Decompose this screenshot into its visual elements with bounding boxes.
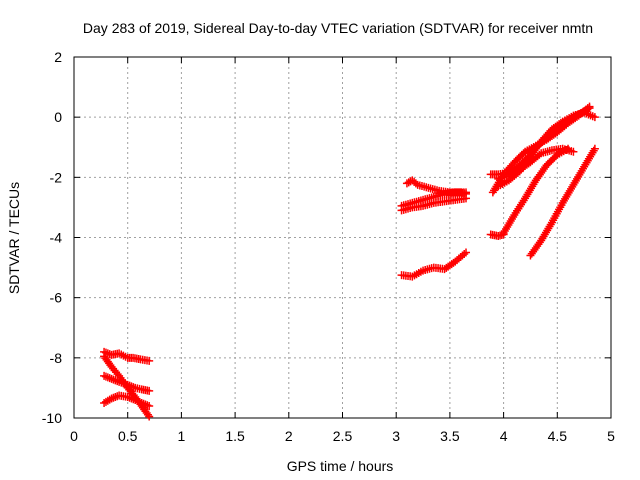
data-point (127, 382, 136, 391)
x-tick-label: 0 (70, 428, 78, 444)
data-point (105, 395, 114, 404)
data-point (125, 393, 134, 402)
tick-labels: 0 0.5 1 1.5 2 2.5 3 3.5 4 4.5 5 -10 -8 -6 -4 -2 0 2 (42, 49, 615, 444)
x-axis-label: GPS time / hours (287, 458, 394, 474)
y-tick-label: -6 (50, 290, 63, 306)
x-tick-label: 2 (285, 428, 293, 444)
x-tick-label: 4 (500, 428, 508, 444)
series-track-15 (526, 144, 599, 260)
data-point (129, 383, 138, 392)
data-point (129, 395, 138, 404)
data-point (107, 394, 116, 403)
x-tick-label: 1.5 (225, 428, 245, 444)
series-track-8 (397, 248, 471, 281)
data-point (123, 380, 132, 389)
data-points (100, 102, 599, 421)
x-tick-label: 0.5 (118, 428, 138, 444)
data-point (109, 375, 118, 384)
data-point (105, 374, 114, 383)
y-axis-label: SDTVAR / TECUs (6, 182, 22, 294)
data-point (143, 401, 152, 410)
data-point (125, 381, 134, 390)
data-point (111, 392, 120, 401)
x-tick-label: 4.5 (548, 428, 568, 444)
data-point (109, 393, 118, 402)
x-tick-label: 1 (178, 428, 186, 444)
data-point (139, 399, 148, 408)
data-point (143, 410, 152, 419)
data-point (145, 401, 154, 410)
data-point (107, 374, 116, 383)
data-point (113, 377, 122, 386)
x-tick-label: 5 (607, 428, 615, 444)
y-tick-label: 2 (54, 49, 62, 65)
series-track-3 (100, 371, 154, 395)
data-point (137, 398, 146, 407)
series-track-12 (494, 144, 578, 183)
data-point (462, 248, 471, 257)
data-point (111, 376, 120, 385)
series-track-14 (499, 144, 573, 237)
x-tick-label: 3.5 (440, 428, 460, 444)
data-point (462, 194, 471, 203)
data-point (145, 386, 154, 395)
data-point (101, 372, 110, 381)
y-tick-label: -10 (42, 410, 62, 426)
y-tick-label: -4 (50, 230, 63, 246)
data-point (145, 412, 154, 421)
data-point (145, 356, 154, 365)
data-point (564, 144, 573, 153)
y-tick-label: -8 (50, 350, 63, 366)
y-tick-label: 0 (54, 109, 62, 125)
x-tick-label: 3 (392, 428, 400, 444)
grid (74, 57, 611, 418)
data-point (460, 250, 469, 259)
data-point (127, 394, 136, 403)
chart-title: Day 283 of 2019, Sidereal Day-to-day VTE… (83, 20, 593, 36)
series-track-4 (100, 391, 154, 410)
series-track-7 (397, 194, 471, 215)
data-point (590, 144, 599, 153)
data-point (123, 392, 132, 401)
data-point (590, 113, 599, 122)
data-point (103, 373, 112, 382)
plot-frame (73, 56, 612, 419)
data-point (100, 371, 109, 380)
data-point (585, 102, 594, 111)
data-point (569, 147, 578, 156)
x-tick-label: 2.5 (333, 428, 353, 444)
data-point (141, 400, 150, 409)
y-tick-label: -2 (50, 169, 63, 185)
